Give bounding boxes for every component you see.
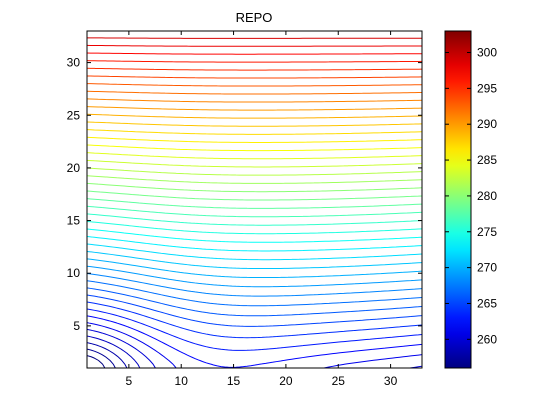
contour-level-287 [87, 129, 422, 135]
colorbar-bar [444, 30, 472, 369]
x-tick-label: 5 [126, 374, 133, 388]
contour-level-278 [87, 198, 422, 209]
colorbar-tick-label: 295 [477, 81, 497, 95]
colorbar-tick-label: 280 [477, 189, 497, 203]
contour-level-263 [87, 308, 422, 351]
x-tick-label: 10 [175, 374, 189, 388]
contour-level-277 [87, 205, 422, 218]
colorbar-tick-label: 285 [477, 153, 497, 167]
contour-level-268 [87, 272, 422, 297]
colorbar-tick-label: 260 [477, 332, 497, 346]
contour-level-265 [87, 294, 422, 327]
contour-level-295 [87, 67, 422, 71]
y-tick-label: 30 [67, 56, 81, 70]
contour-level-298 [87, 44, 422, 47]
contour-level-262 [87, 315, 422, 368]
colorbar-ticks: 260 265 270 275 280 285 290 295 300 [445, 46, 497, 346]
contour-level-267 [87, 280, 422, 307]
contour-level-290 [87, 106, 422, 111]
contour-level-269 [87, 265, 422, 288]
y-tick-label: 25 [67, 108, 81, 122]
contour-level-266 [87, 287, 422, 317]
contour-level-280 [87, 182, 422, 193]
contour-level-297 [87, 52, 422, 55]
contour-level-283 [87, 159, 422, 168]
x-tick-label: 20 [279, 374, 293, 388]
contour-level-294 [87, 75, 422, 79]
contour-level-264 [87, 301, 422, 339]
contour-level-296 [87, 60, 422, 63]
y-tick-label: 15 [67, 214, 81, 228]
contour-level-291 [87, 98, 422, 103]
plot-frame [86, 30, 423, 369]
x-axis: 5 10 15 20 25 30 [126, 31, 398, 388]
contour-level-261 [87, 322, 422, 368]
colorbar: 260 265 270 275 280 285 290 295 300 [444, 30, 497, 369]
contour-level-279 [87, 190, 422, 201]
contour-level-293 [87, 83, 422, 87]
contour-level-288 [87, 121, 422, 127]
plot-area: 5 10 15 20 25 30 5 10 15 20 25 30 [67, 30, 423, 388]
colorbar-tick-label: 300 [477, 46, 497, 60]
contour-level-282 [87, 167, 422, 176]
chart-title: REPO [236, 10, 273, 25]
contour-level-299 [87, 37, 422, 39]
contour-level-292 [87, 90, 422, 95]
y-tick-label: 5 [73, 319, 80, 333]
contour-level-289 [87, 113, 422, 119]
contour-level-281 [87, 175, 422, 184]
contour-level-285 [87, 144, 422, 152]
colorbar-tick-label: 265 [477, 296, 497, 310]
contour-level-286 [87, 136, 422, 143]
contour-level-256 [87, 355, 106, 368]
contour-lines [87, 37, 422, 368]
x-tick-label: 30 [384, 374, 398, 388]
y-tick-label: 20 [67, 161, 81, 175]
colorbar-tick-label: 275 [477, 225, 497, 239]
y-axis: 5 10 15 20 25 30 [67, 56, 422, 333]
x-tick-label: 25 [332, 374, 346, 388]
contour-level-276 [87, 213, 422, 226]
contour-level-259 [87, 335, 141, 368]
contour-level-274 [87, 228, 422, 243]
contour-level-258 [87, 342, 128, 368]
contour-level-272 [87, 243, 422, 261]
contour-level-284 [87, 152, 422, 160]
contour-level-271 [87, 250, 422, 270]
colorbar-tick-label: 290 [477, 117, 497, 131]
contour-level-257 [87, 348, 116, 368]
contour-level-275 [87, 220, 422, 235]
contour-level-273 [87, 236, 422, 252]
x-tick-label: 15 [227, 374, 241, 388]
y-tick-label: 10 [67, 266, 81, 280]
contour-level-270 [87, 258, 422, 279]
colorbar-tick-label: 270 [477, 261, 497, 275]
